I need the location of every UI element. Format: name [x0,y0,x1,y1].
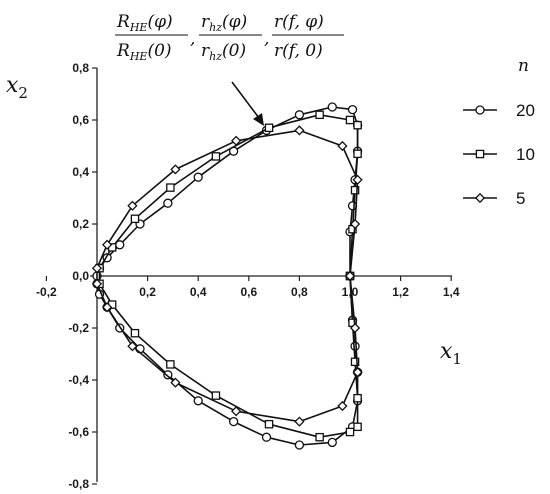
annotation-arrow [231,81,260,119]
legend: n 20 10 5 [463,56,535,208]
data-point-diamond [352,174,363,185]
annotation-comma-1: , [190,29,195,49]
data-point-diamond [102,302,113,313]
data-point-circle [327,102,337,112]
annotation-numerator-2: rhz(φ) [201,12,247,34]
legend-marker-diamond [474,192,486,204]
y-tick-label: 0,6 [72,113,89,127]
data-point-square [345,115,355,125]
data-point-square [211,391,221,400]
data-point-square [353,393,362,403]
data-point-square [211,152,221,161]
y-tick-label: 0,2 [72,217,89,231]
legend-marker-square [475,149,485,159]
legend-item-5: 5 [463,189,525,208]
data-point-diamond [349,322,361,334]
data-point-diamond [127,200,138,211]
data-point-square [350,185,360,195]
data-point-diamond [127,341,138,352]
data-point-square [166,360,175,369]
data-point-circle [294,440,305,450]
data-point-diamond [91,263,103,274]
legend-title: n [518,56,529,76]
data-point-diamond [170,164,181,175]
annotation-numerator-1: RHE(φ) [116,12,173,34]
series-5 [91,125,363,427]
data-point-diamond [337,400,348,412]
data-point-diamond [344,270,356,282]
x-tick-label: 0,6 [240,285,257,299]
legend-marker-circle [475,105,485,115]
data-point-square [315,110,324,120]
tick-labels: -0,2 0,2 0,4 0,6 0,8 1,0 1,2 1,40,80,60,40,20,0… [36,61,460,491]
tick-marks [45,67,452,485]
data-point-square [315,432,324,442]
legend-item-10: 10 [463,145,535,164]
data-point-square [130,328,140,338]
data-point-circle [261,432,272,442]
data-point-square [166,183,175,192]
data-point-diamond [102,239,113,250]
data-point-square [350,357,360,367]
x-axis-title: x1 [440,339,462,368]
data-point-circle [163,198,173,208]
data-point-diamond [170,377,181,388]
data-point-diamond [231,406,242,417]
data-point-square [130,214,140,224]
y-tick-label: 0,4 [72,165,89,179]
data-point-circle [163,370,173,380]
y-tick-label: -0,2 [68,321,89,335]
data-point-diamond [294,416,305,427]
data-point-circle [193,396,203,406]
annotation-formula: RHE(φ) RHE(0) , rhz(φ) rhz(0) , r(f, φ) … [115,12,344,126]
legend-label: 20 [516,101,535,120]
x-tick-label: 0,8 [291,285,308,299]
annotation-denominator-3: r(f, 0) [274,41,323,61]
data-point-diamond [91,278,103,289]
data-point-diamond [231,135,242,146]
x-tick-label: 0,2 [139,285,156,299]
data-point-circle [228,416,239,427]
y-tick-label: 0,8 [72,61,89,75]
data-point-circle [193,172,203,182]
data-point-circle [327,437,337,448]
y-tick-label: -0,8 [68,477,89,491]
data-point-square [353,422,362,432]
data-point-diamond [294,125,305,136]
annotation-denominator-1: RHE(0) [116,41,172,63]
annotation-arrowhead [253,113,264,126]
data-point-square [264,419,274,429]
y-axis-title: x2 [6,73,28,102]
data-point-square [345,427,355,437]
x-tick-label: 1,2 [392,285,409,299]
series-layer [91,102,363,450]
y-tick-label: 0,0 [72,269,89,283]
x-tick-label: -0,2 [36,285,57,299]
data-point-circle [347,104,358,115]
y-tick-label: -0,6 [68,425,89,439]
data-point-square [353,149,362,159]
data-point-diamond [352,367,363,378]
y-tick-label: -0,4 [68,373,89,387]
x-tick-label: 1,4 [443,285,460,299]
legend-item-20: 20 [463,101,535,120]
legend-label: 5 [516,189,525,208]
series-line-5 [96,129,359,423]
annotation-denominator-2: rhz(0) [201,41,246,63]
annotation-comma-2: , [264,29,269,49]
data-point-circle [294,110,305,120]
data-point-diamond [349,218,361,230]
data-point-square [353,120,362,130]
annotation-numerator-3: r(f, φ) [274,12,324,32]
legend-label: 10 [516,145,535,164]
x-tick-label: 0,4 [190,285,207,299]
data-point-square [264,123,274,133]
data-point-diamond [337,140,348,152]
data-point-circle [350,341,360,351]
